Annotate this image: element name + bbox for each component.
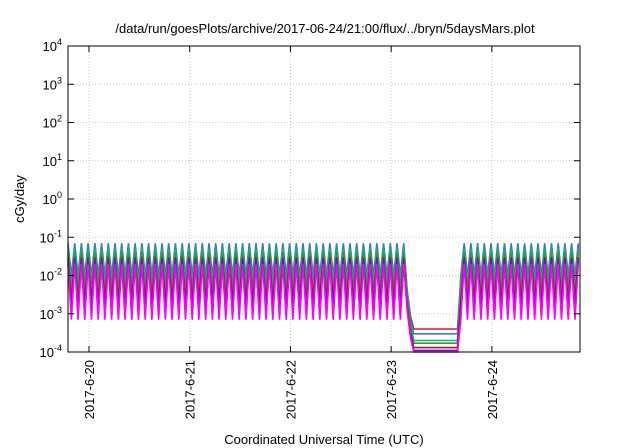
y-tick-label: 102 bbox=[43, 114, 62, 131]
x-tick-label: 2017-6-23 bbox=[384, 360, 399, 419]
series-line bbox=[67, 263, 580, 353]
x-tick-label: 2017-6-21 bbox=[183, 360, 198, 419]
chart-title: /data/run/goesPlots/archive/2017-06-24/2… bbox=[115, 21, 535, 36]
y-tick-label: 101 bbox=[43, 152, 62, 169]
x-axis-label: Coordinated Universal Time (UTC) bbox=[224, 432, 423, 447]
y-ticks: 10-4 10-3 10-2 10-1 100 101 102 103 104 bbox=[40, 37, 580, 360]
x-tick-label: 2017-6-22 bbox=[283, 360, 298, 419]
x-tick-label: 2017-6-24 bbox=[485, 360, 500, 419]
x-ticks: 2017-6-20 2017-6-21 2017-6-22 2017-6-23 2017… bbox=[82, 46, 500, 419]
y-axis-label: cGy/day bbox=[12, 175, 27, 223]
y-tick-label: 10-2 bbox=[40, 267, 62, 284]
y-tick-label: 10-1 bbox=[40, 228, 62, 245]
y-tick-label: 104 bbox=[43, 37, 62, 54]
y-tick-label: 100 bbox=[43, 190, 62, 207]
x-tick-label: 2017-6-20 bbox=[82, 360, 97, 419]
y-tick-label: 10-4 bbox=[40, 343, 62, 360]
y-tick-label: 103 bbox=[43, 75, 62, 92]
y-tick-label: 10-3 bbox=[40, 305, 62, 322]
series-group bbox=[67, 243, 580, 353]
